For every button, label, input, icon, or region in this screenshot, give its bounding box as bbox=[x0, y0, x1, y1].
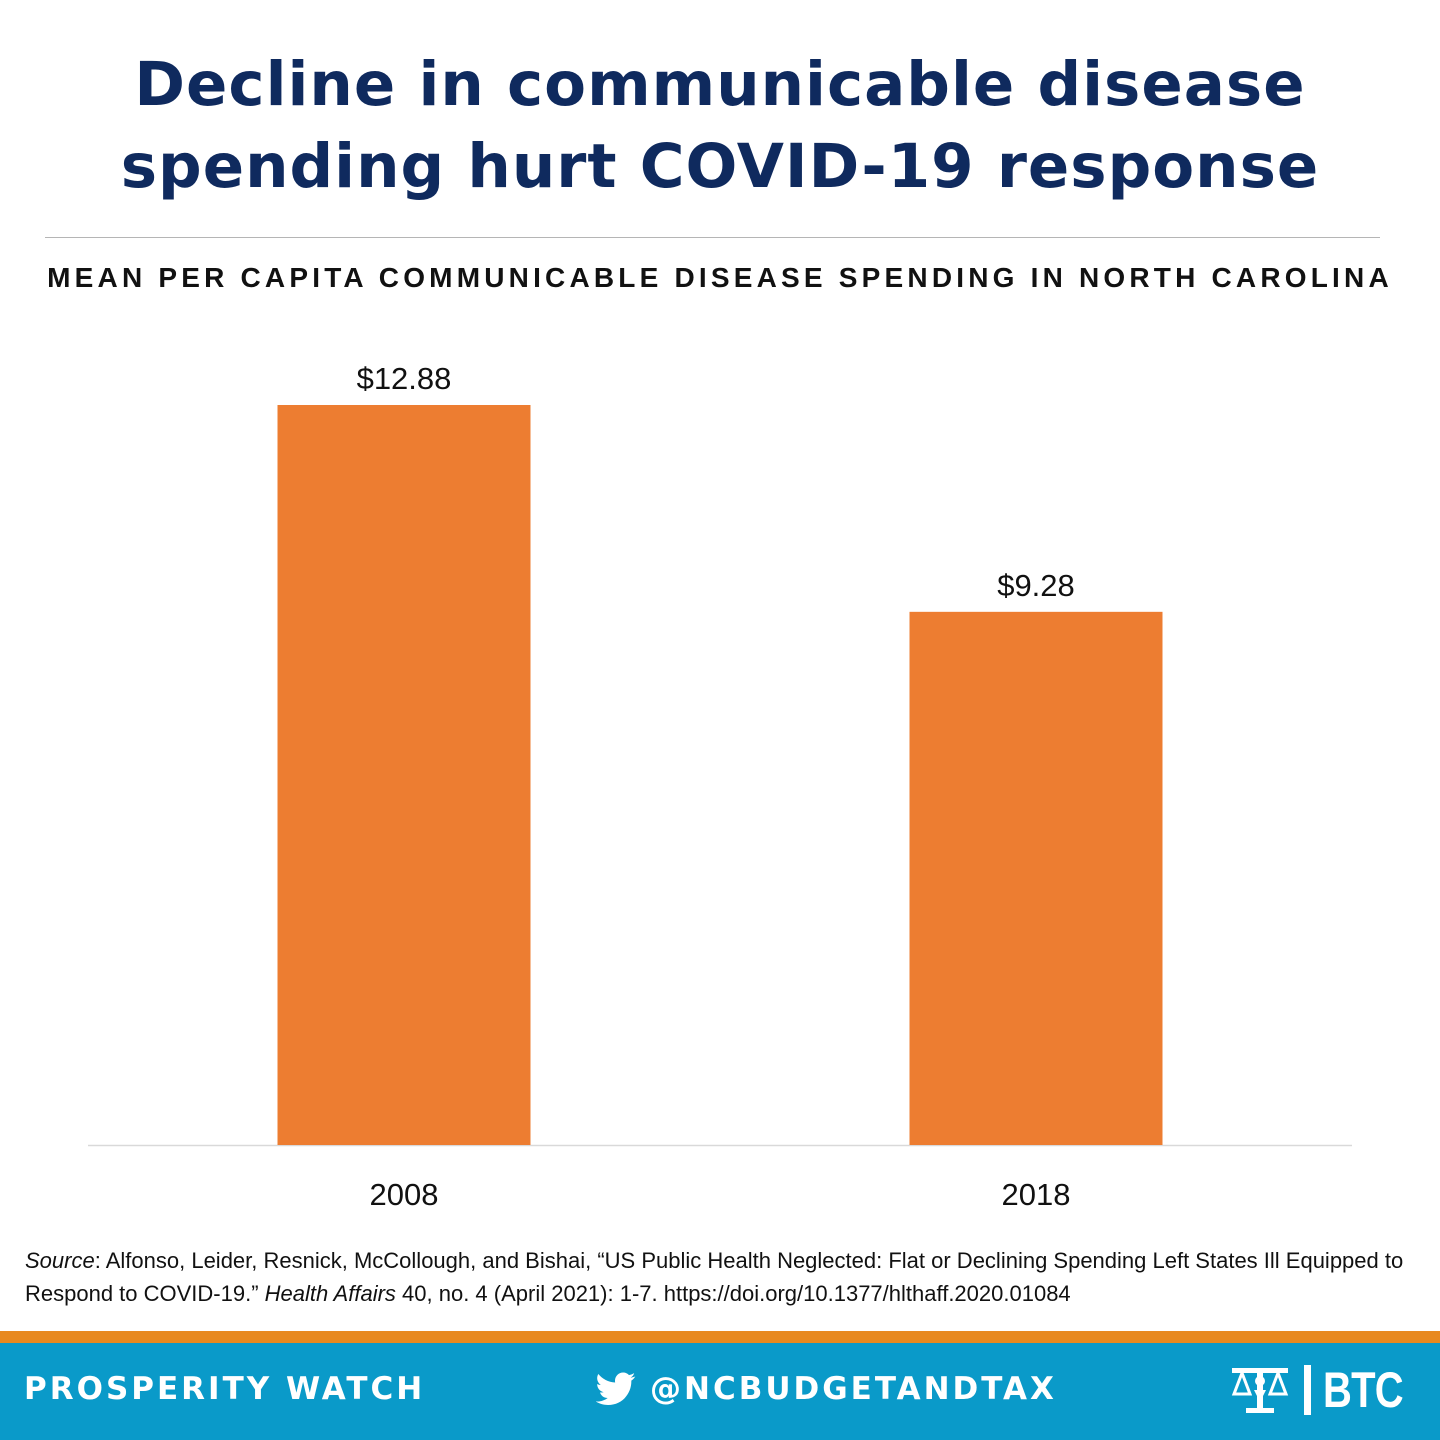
chart-subtitle: MEAN PER CAPITA COMMUNICABLE DISEASE SPE… bbox=[47, 262, 1393, 293]
bar-2008 bbox=[277, 405, 531, 1145]
twitter-bird-icon bbox=[596, 1372, 636, 1405]
twitter-link[interactable]: @NCBUDGETANDTAX bbox=[596, 1369, 1057, 1409]
data-label-2008: $12.88 bbox=[357, 361, 452, 396]
title-line-2: spending hurt COVID-19 response bbox=[120, 131, 1320, 202]
x-tick-label-2018: 2018 bbox=[1002, 1177, 1071, 1212]
btc-logo: BTC bbox=[1230, 1359, 1423, 1421]
title-divider bbox=[45, 237, 1380, 238]
source-journal: Health Affairs bbox=[264, 1281, 396, 1306]
source-text-2: 40, no. 4 (April 2021): 1-7. https://doi… bbox=[395, 1281, 1071, 1306]
source-label: Source bbox=[25, 1248, 95, 1273]
source-note: Source: Alfonso, Leider, Resnick, McColl… bbox=[25, 1244, 1425, 1310]
title-line-1: Decline in communicable disease bbox=[134, 49, 1306, 120]
bar-chart: $12.88 2008 $9.28 2018 bbox=[88, 361, 1352, 1212]
twitter-handle: @NCBUDGETANDTAX bbox=[650, 1371, 1057, 1407]
footer-bar: PROSPERITY WATCH @NCBUDGETANDTAX BTC bbox=[0, 1343, 1440, 1440]
logo-text: BTC bbox=[1323, 1362, 1404, 1418]
footer-brand-label: PROSPERITY WATCH bbox=[24, 1371, 426, 1407]
source-text-1: : Alfonso, Leider, Resnick, McCollough, … bbox=[25, 1248, 1404, 1306]
chart-title: Decline in communicable disease spending… bbox=[0, 44, 1440, 208]
logo-separator bbox=[1304, 1365, 1311, 1415]
x-tick-label-2008: 2008 bbox=[370, 1177, 439, 1212]
bar-2018 bbox=[909, 611, 1163, 1145]
budget-scales-logo-icon bbox=[1231, 1368, 1289, 1413]
data-label-2018: $9.28 bbox=[997, 568, 1075, 603]
footer-accent-band bbox=[0, 1331, 1440, 1343]
